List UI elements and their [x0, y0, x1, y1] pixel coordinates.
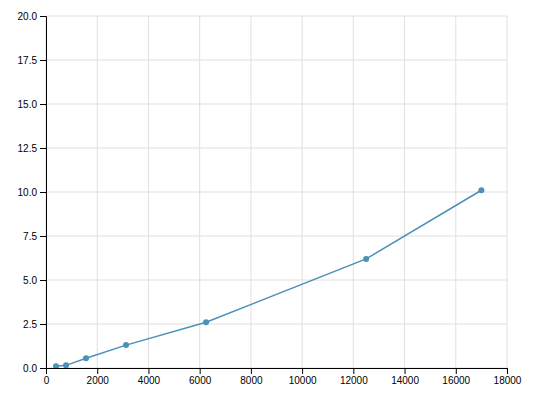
- x-tick-label: 6000: [189, 375, 212, 386]
- grid-line-y: [46, 60, 507, 61]
- line: [56, 190, 481, 366]
- y-tick-label: 0.0: [23, 363, 37, 374]
- y-tick: 2.5: [23, 319, 46, 330]
- y-tick-label: 20.0: [18, 11, 38, 22]
- y-tick-mark: [40, 368, 46, 369]
- point: [203, 319, 209, 325]
- y-tick: 15.0: [18, 99, 46, 110]
- x-tick-label: 18000: [494, 375, 522, 386]
- x-axis: 0 2000 4000 6000 8000 10000 12000 14000 16000 180…: [44, 368, 522, 386]
- x-tick: 18000: [494, 368, 522, 386]
- x-tick-label: 14000: [391, 375, 419, 386]
- y-tick-label: 12.5: [18, 143, 38, 154]
- x-tick: 14000: [391, 368, 419, 386]
- x-tick-label: 16000: [442, 375, 470, 386]
- x-tick-mark: [353, 368, 354, 374]
- grid-line-y: [46, 324, 507, 325]
- y-tick: 12.5: [18, 143, 46, 154]
- y-tick-label: 17.5: [18, 55, 38, 66]
- grid: [46, 16, 507, 368]
- y-tick: 20.0: [18, 11, 46, 22]
- grid-line-y: [46, 16, 507, 17]
- x-axis-line: [47, 369, 508, 375]
- y-tick: 7.5: [23, 231, 46, 242]
- y-tick-mark: [40, 280, 46, 281]
- y-tick-label: 15.0: [18, 99, 38, 110]
- y-tick-label: 5.0: [23, 275, 37, 286]
- x-tick-label: 12000: [340, 375, 368, 386]
- point: [53, 363, 59, 368]
- x-tick-label: 10000: [289, 375, 317, 386]
- x-tick-mark: [456, 368, 457, 374]
- x-tick: 2000: [87, 368, 110, 386]
- x-tick-label: 2000: [87, 375, 110, 386]
- y-tick-mark: [40, 60, 46, 61]
- chart: 0 2000 4000 6000 8000 10000 12000 14000 16000 180…: [0, 0, 533, 400]
- y-axis-line: [40, 17, 47, 369]
- y-tick-mark: [40, 192, 46, 193]
- x-tick-label: 4000: [138, 375, 161, 386]
- grid-line-y: [46, 280, 507, 281]
- y-tick-label: 7.5: [23, 231, 37, 242]
- x-tick-mark: [200, 368, 201, 374]
- y-tick: 10.0: [18, 187, 46, 198]
- x-tick-mark: [405, 368, 406, 374]
- x-tick: 4000: [138, 368, 161, 386]
- x-tick-label: 8000: [240, 375, 263, 386]
- point: [363, 256, 369, 262]
- plot: 0 2000 4000 6000 8000 10000 12000 14000 16000 180…: [18, 11, 522, 386]
- x-tick-mark: [97, 368, 98, 374]
- y-tick-mark: [40, 104, 46, 105]
- x-tick: 10000: [289, 368, 317, 386]
- x-tick: 12000: [340, 368, 368, 386]
- x-tick-mark: [302, 368, 303, 374]
- y-tick-mark: [40, 16, 46, 17]
- point: [63, 362, 69, 368]
- y-tick: 0.0: [23, 363, 46, 374]
- x-tick: 8000: [240, 368, 263, 386]
- x-tick-mark: [251, 368, 252, 374]
- x-tick: 0: [44, 368, 50, 386]
- x-tick-mark: [507, 368, 508, 374]
- x-tick: 16000: [442, 368, 470, 386]
- y-tick-label: 10.0: [18, 187, 38, 198]
- grid-line-y: [46, 236, 507, 237]
- point: [478, 187, 484, 193]
- x-tick-label: 0: [44, 375, 50, 386]
- y-tick: 17.5: [18, 55, 46, 66]
- y-tick-mark: [40, 236, 46, 237]
- point: [123, 342, 129, 348]
- marks: [53, 187, 484, 368]
- x-tick: 6000: [189, 368, 212, 386]
- point: [83, 355, 89, 361]
- y-axis: 0.0 2.5 5.0 7.5 10.0 12.5 15.0 17.5 20.0: [18, 11, 47, 374]
- grid-line-y: [46, 192, 507, 193]
- grid-line-y: [46, 148, 507, 149]
- grid-line-y: [46, 104, 507, 105]
- y-tick-label: 2.5: [23, 319, 37, 330]
- y-tick-mark: [40, 324, 46, 325]
- x-tick-mark: [148, 368, 149, 374]
- y-tick-mark: [40, 148, 46, 149]
- y-tick: 5.0: [23, 275, 46, 286]
